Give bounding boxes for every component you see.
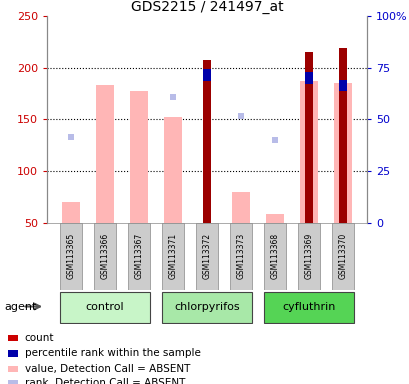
Bar: [265, 214, 284, 223]
Bar: [8, 366, 18, 372]
Bar: [264, 292, 353, 323]
Text: control: control: [85, 301, 124, 311]
Text: GSM113368: GSM113368: [270, 233, 279, 280]
Bar: [231, 192, 250, 223]
Text: GSM113367: GSM113367: [134, 233, 143, 280]
Text: GSM113369: GSM113369: [304, 233, 313, 280]
Bar: [202, 60, 211, 223]
Text: chlorpyrifos: chlorpyrifos: [174, 301, 239, 311]
Bar: [60, 292, 149, 323]
Text: GSM113365: GSM113365: [66, 233, 75, 280]
Bar: [8, 380, 18, 384]
Text: percentile rank within the sample: percentile rank within the sample: [25, 348, 200, 358]
Bar: [128, 223, 149, 290]
Bar: [95, 85, 114, 223]
Text: cyfluthrin: cyfluthrin: [282, 301, 335, 311]
Bar: [202, 70, 211, 81]
Bar: [129, 91, 148, 223]
Bar: [304, 52, 312, 223]
Bar: [94, 223, 115, 290]
Bar: [163, 118, 182, 223]
Bar: [162, 223, 183, 290]
Bar: [61, 202, 80, 223]
Bar: [338, 48, 346, 223]
Bar: [298, 223, 319, 290]
Bar: [304, 73, 312, 84]
Text: GSM113372: GSM113372: [202, 233, 211, 280]
Bar: [196, 223, 217, 290]
Bar: [333, 83, 352, 223]
Bar: [338, 79, 346, 91]
Bar: [162, 292, 251, 323]
Bar: [8, 350, 18, 357]
Text: GSM113366: GSM113366: [100, 233, 109, 280]
Bar: [230, 223, 251, 290]
Text: value, Detection Call = ABSENT: value, Detection Call = ABSENT: [25, 364, 189, 374]
Bar: [264, 223, 285, 290]
Text: rank, Detection Call = ABSENT: rank, Detection Call = ABSENT: [25, 378, 184, 384]
Bar: [299, 81, 318, 223]
Text: agent: agent: [4, 302, 36, 312]
Bar: [8, 335, 18, 341]
Text: GSM113371: GSM113371: [168, 233, 177, 280]
Text: count: count: [25, 333, 54, 343]
Bar: [332, 223, 353, 290]
Text: GSM113373: GSM113373: [236, 233, 245, 280]
Bar: [60, 223, 81, 290]
Title: GDS2215 / 241497_at: GDS2215 / 241497_at: [130, 0, 283, 14]
Text: GSM113370: GSM113370: [338, 233, 347, 280]
